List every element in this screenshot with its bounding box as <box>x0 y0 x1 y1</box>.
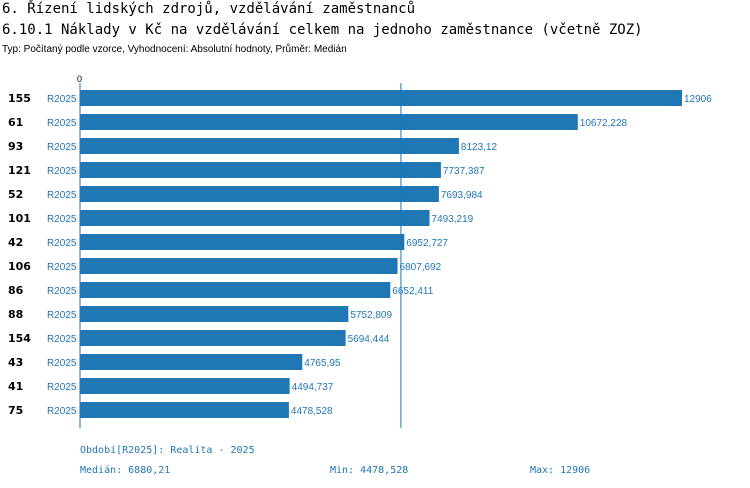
bar-value-label: 7693,984 <box>441 190 483 201</box>
row-period-label: R2025 <box>47 118 77 129</box>
row-id-label: 86 <box>8 284 24 297</box>
bar <box>80 258 398 274</box>
bar <box>80 162 441 178</box>
bar-value-label: 7737,387 <box>443 166 485 177</box>
bar <box>80 402 289 418</box>
chart-type-description: Typ: Počítaný podle vzorce, Vyhodnocení:… <box>2 44 347 55</box>
bar-value-label: 6652,411 <box>392 286 433 297</box>
bar-value-label: 6807,692 <box>400 262 442 273</box>
bar-chart: 155 R2025 12906 61 R2025 10672,228 93 R2025 8123… <box>8 74 712 428</box>
row-id-label: 106 <box>8 260 31 273</box>
axis-zero-label: 0 <box>77 74 82 84</box>
row-id-label: 93 <box>8 140 23 153</box>
row-period-label: R2025 <box>47 142 77 153</box>
row-id-label: 41 <box>8 380 23 393</box>
row-period-label: R2025 <box>47 310 77 321</box>
row-period-label: R2025 <box>47 166 77 177</box>
row-period-label: R2025 <box>47 262 77 273</box>
row-id-label: 52 <box>8 188 23 201</box>
row-period-label: R2025 <box>47 382 77 393</box>
max-stat: Max: 12906 <box>530 465 591 476</box>
bar <box>80 138 459 154</box>
chart-title: 6.10.1 Náklady v Kč na vzdělávání celkem… <box>2 22 643 38</box>
bar-value-label: 4478,528 <box>291 406 333 417</box>
bar <box>80 354 303 370</box>
row-id-label: 88 <box>8 308 23 321</box>
row-period-label: R2025 <box>47 286 77 297</box>
row-id-label: 61 <box>8 116 23 129</box>
bar <box>80 234 405 250</box>
row-period-label: R2025 <box>47 214 77 225</box>
row-id-label: 42 <box>8 236 23 249</box>
bar-value-label: 12906 <box>684 94 712 105</box>
row-period-label: R2025 <box>47 94 77 105</box>
period-legend: Období[R2025]: Realita - 2025 <box>80 445 255 456</box>
page-title: 6. Řízení lidských zdrojů, vzdělávání za… <box>2 1 416 17</box>
row-id-label: 155 <box>8 92 31 105</box>
bar-value-label: 5752,809 <box>350 310 392 321</box>
bar <box>80 378 290 394</box>
bar-value-label: 4765,95 <box>304 358 341 369</box>
row-period-label: R2025 <box>47 406 77 417</box>
row-id-label: 121 <box>8 164 31 177</box>
bar-value-label: 4494,737 <box>292 382 334 393</box>
bar <box>80 114 578 130</box>
bar-value-label: 5694,444 <box>348 334 390 345</box>
bar <box>80 306 349 322</box>
row-id-label: 75 <box>8 404 23 417</box>
row-id-label: 43 <box>8 356 23 369</box>
bar <box>80 186 439 202</box>
row-period-label: R2025 <box>47 358 77 369</box>
bar <box>80 90 682 106</box>
row-period-label: R2025 <box>47 334 77 345</box>
row-period-label: R2025 <box>47 190 77 201</box>
row-id-label: 101 <box>8 212 31 225</box>
median-stat: Medián: 6880,21 <box>80 465 171 476</box>
bar-value-label: 7493,219 <box>432 214 474 225</box>
row-period-label: R2025 <box>47 238 77 249</box>
row-id-label: 154 <box>8 332 31 345</box>
bar-value-label: 8123,12 <box>461 142 498 153</box>
bar-value-label: 6952,727 <box>406 238 448 249</box>
bar-value-label: 10672,228 <box>580 118 628 129</box>
bar <box>80 210 430 226</box>
min-stat: Min: 4478,528 <box>330 465 409 476</box>
bar <box>80 282 391 298</box>
bar <box>80 330 346 346</box>
